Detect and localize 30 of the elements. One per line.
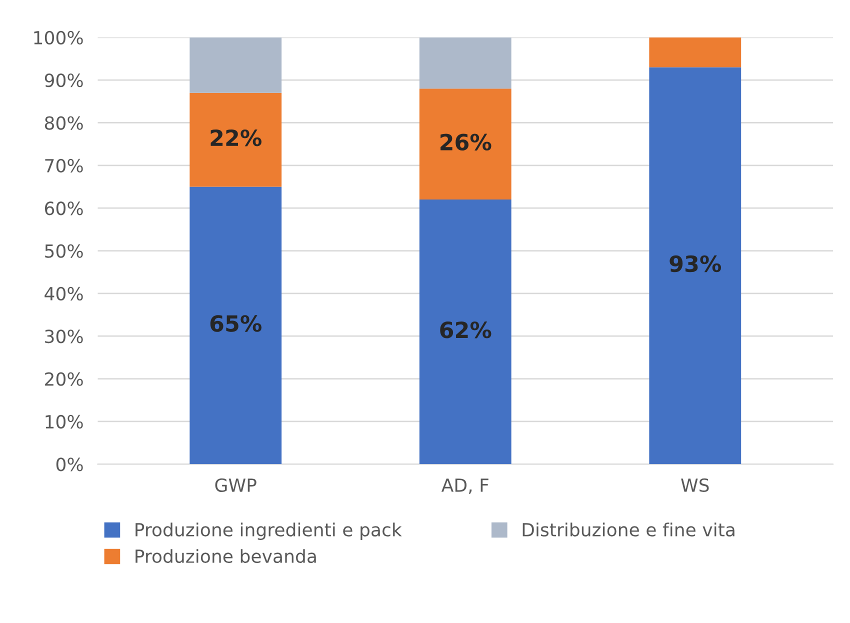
bar xyxy=(419,37,512,89)
legend-label: Produzione ingredienti e pack xyxy=(136,522,402,540)
legend-label: Distribuzione e fine vita xyxy=(522,522,734,537)
data-label: 65% xyxy=(210,315,262,332)
bar xyxy=(649,37,742,68)
x-tick-label: AD, F xyxy=(441,478,488,494)
y-tick-label: 0% xyxy=(56,458,83,472)
bar xyxy=(419,200,512,464)
bar xyxy=(190,186,282,464)
y-tick-label: 60% xyxy=(44,202,83,216)
y-tick-label: 50% xyxy=(45,244,83,258)
y-tick-label: 30% xyxy=(45,330,83,344)
data-label: 62% xyxy=(440,321,492,338)
bar xyxy=(419,88,512,200)
x-tick-label: GWP xyxy=(215,478,256,492)
x-tick-label: WS xyxy=(681,478,709,492)
bar xyxy=(190,92,282,187)
data-label: 26% xyxy=(440,134,492,151)
y-tick-label: 100% xyxy=(34,30,83,44)
bar xyxy=(649,67,742,464)
y-tick-label: 70% xyxy=(45,158,83,173)
y-tick-label: 20% xyxy=(45,372,83,386)
y-tick-label: 40% xyxy=(44,286,83,301)
y-tick-label: 90% xyxy=(44,74,83,88)
y-tick-label: 10% xyxy=(46,414,83,429)
data-label: 93% xyxy=(670,255,722,272)
legend-label: Produzione bevanda xyxy=(136,549,316,564)
y-tick-label: 80% xyxy=(44,116,83,130)
data-label: 22% xyxy=(210,129,262,146)
bar xyxy=(190,37,282,93)
